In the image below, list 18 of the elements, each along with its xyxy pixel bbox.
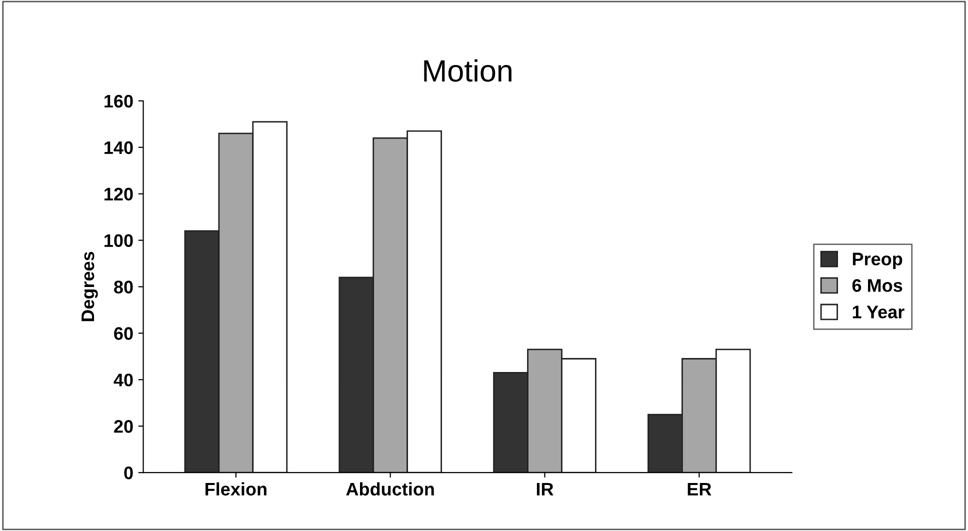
y-tick-label: 80 <box>114 280 133 294</box>
y-tick-label: 160 <box>104 94 133 108</box>
legend-label: 6 Mos <box>852 279 902 292</box>
y-tick-label: 120 <box>104 188 133 201</box>
legend-label: 1 Year <box>852 306 904 318</box>
y-axis-title: Degrees <box>82 252 98 322</box>
x-tick-label: IR <box>536 482 554 496</box>
y-tick-label: 60 <box>114 327 133 340</box>
y-tick-label: 140 <box>104 141 133 154</box>
x-tick-label: Flexion <box>206 482 266 496</box>
y-tick-label: 0 <box>124 466 133 480</box>
x-tick-label: ER <box>688 482 712 496</box>
y-tick-label: 20 <box>114 420 133 433</box>
legend-label: Preop <box>852 252 902 269</box>
y-tick-label: 100 <box>104 234 133 247</box>
y-tick-label: 40 <box>114 374 133 386</box>
chart-title: Motion <box>424 59 512 82</box>
x-tick-label: Abduction <box>346 482 434 496</box>
